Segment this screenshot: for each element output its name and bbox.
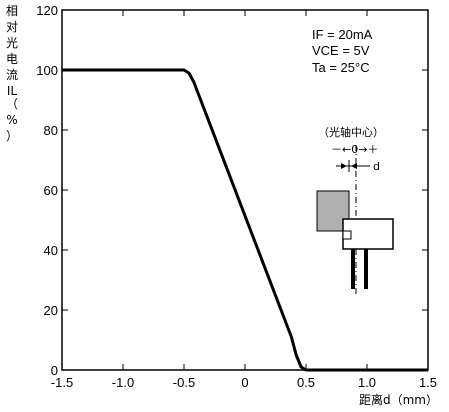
y-axis-label-char: ） xyxy=(6,129,18,143)
series-line xyxy=(62,68,428,372)
condition-vce: VCE = 5V xyxy=(312,43,370,58)
inset-title: （光轴中心） xyxy=(318,125,384,139)
y-axis-label-char: （ xyxy=(6,97,18,111)
sensor-window xyxy=(342,230,352,240)
x-tick-label: -1.0 xyxy=(112,375,134,390)
y-axis-label-char: % xyxy=(6,113,17,127)
x-axis-ticks: -1.5 -1.0 -0.5 0 0.5 1.0 1.5 xyxy=(51,10,437,390)
y-tick-label: 60 xyxy=(44,183,58,198)
y-axis-label-char: 电 xyxy=(6,52,18,66)
inset-axis-direction: －←0→＋ xyxy=(331,143,378,156)
x-tick-label: 1.5 xyxy=(419,375,437,390)
y-tick-label: 0 xyxy=(51,363,58,378)
conditions-box-bg xyxy=(310,24,390,70)
sensor-lead-right xyxy=(364,249,368,289)
x-axis-label: 距离d（mm） xyxy=(359,392,438,407)
x-tick-label: 0 xyxy=(241,375,248,390)
y-axis-ticks: 0 20 40 60 80 100 120 xyxy=(36,3,428,378)
y-tick-label: 120 xyxy=(36,3,58,18)
y-tick-label: 80 xyxy=(44,123,58,138)
y-tick-label: 100 xyxy=(36,63,58,78)
x-tick-label: 0.5 xyxy=(297,375,315,390)
y-axis-label-char: 相 xyxy=(6,4,18,18)
y-axis-label-char: IL xyxy=(7,84,18,98)
x-tick-label: -1.5 xyxy=(51,375,73,390)
y-axis-label-char: 光 xyxy=(6,36,18,50)
condition-if: IF = 20mA xyxy=(312,27,373,42)
y-axis-label-char: 对 xyxy=(6,20,18,34)
d-arrow-left-icon xyxy=(341,163,347,169)
condition-ta: Ta = 25°C xyxy=(312,60,370,75)
y-tick-label: 20 xyxy=(44,303,58,318)
y-axis-label-char: 流 xyxy=(6,68,18,82)
sensor-lead-left xyxy=(351,249,355,289)
optical-axis-inset: （光轴中心） －←0→＋ d xyxy=(316,125,394,295)
x-tick-label: -0.5 xyxy=(173,375,195,390)
inset-d-label: d xyxy=(373,160,380,173)
x-tick-label: 1.0 xyxy=(358,375,376,390)
y-tick-label: 40 xyxy=(44,243,58,258)
